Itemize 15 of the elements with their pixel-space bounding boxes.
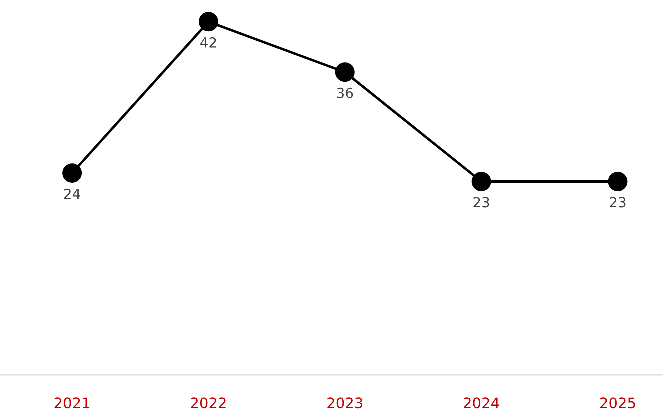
point (199, 12, 218, 32)
point (62, 164, 82, 184)
x-tick-label: 2022 (191, 398, 226, 409)
x-tick-label: 2023 (328, 398, 363, 409)
point (472, 172, 492, 192)
x-tick-label: 2025 (600, 398, 636, 409)
x-tick-label: 2024 (464, 398, 500, 409)
data-label: 36 (337, 88, 354, 98)
data-label: 24 (64, 188, 80, 200)
data-label: 23 (474, 197, 490, 208)
point (608, 172, 628, 192)
data-label: 23 (610, 197, 626, 208)
x-tick-label: 2021 (54, 398, 90, 409)
point (335, 62, 355, 82)
data-label: 42 (200, 37, 216, 48)
